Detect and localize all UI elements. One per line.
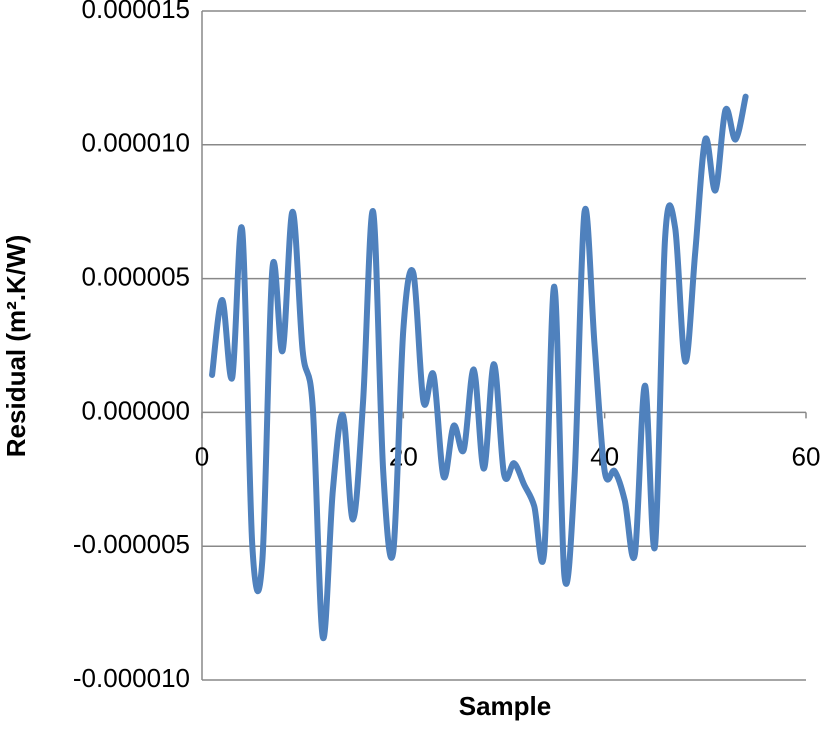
y-axis-title: Residual (m².K/W) [1,235,31,457]
x-axis-title: Sample [459,691,552,721]
y-tick-label: 0.000000 [82,395,190,425]
x-tick-label: 0 [195,441,209,471]
x-tick-label: 60 [792,441,821,471]
y-tick-label: -0.000005 [73,529,190,559]
y-tick-label: -0.000010 [73,663,190,693]
y-tick-label: 0.000010 [82,128,190,158]
series-line [209,93,749,642]
y-tick-label: 0.000015 [82,0,190,24]
x-tick-label: 20 [389,441,418,471]
y-tick-label: 0.000005 [82,261,190,291]
